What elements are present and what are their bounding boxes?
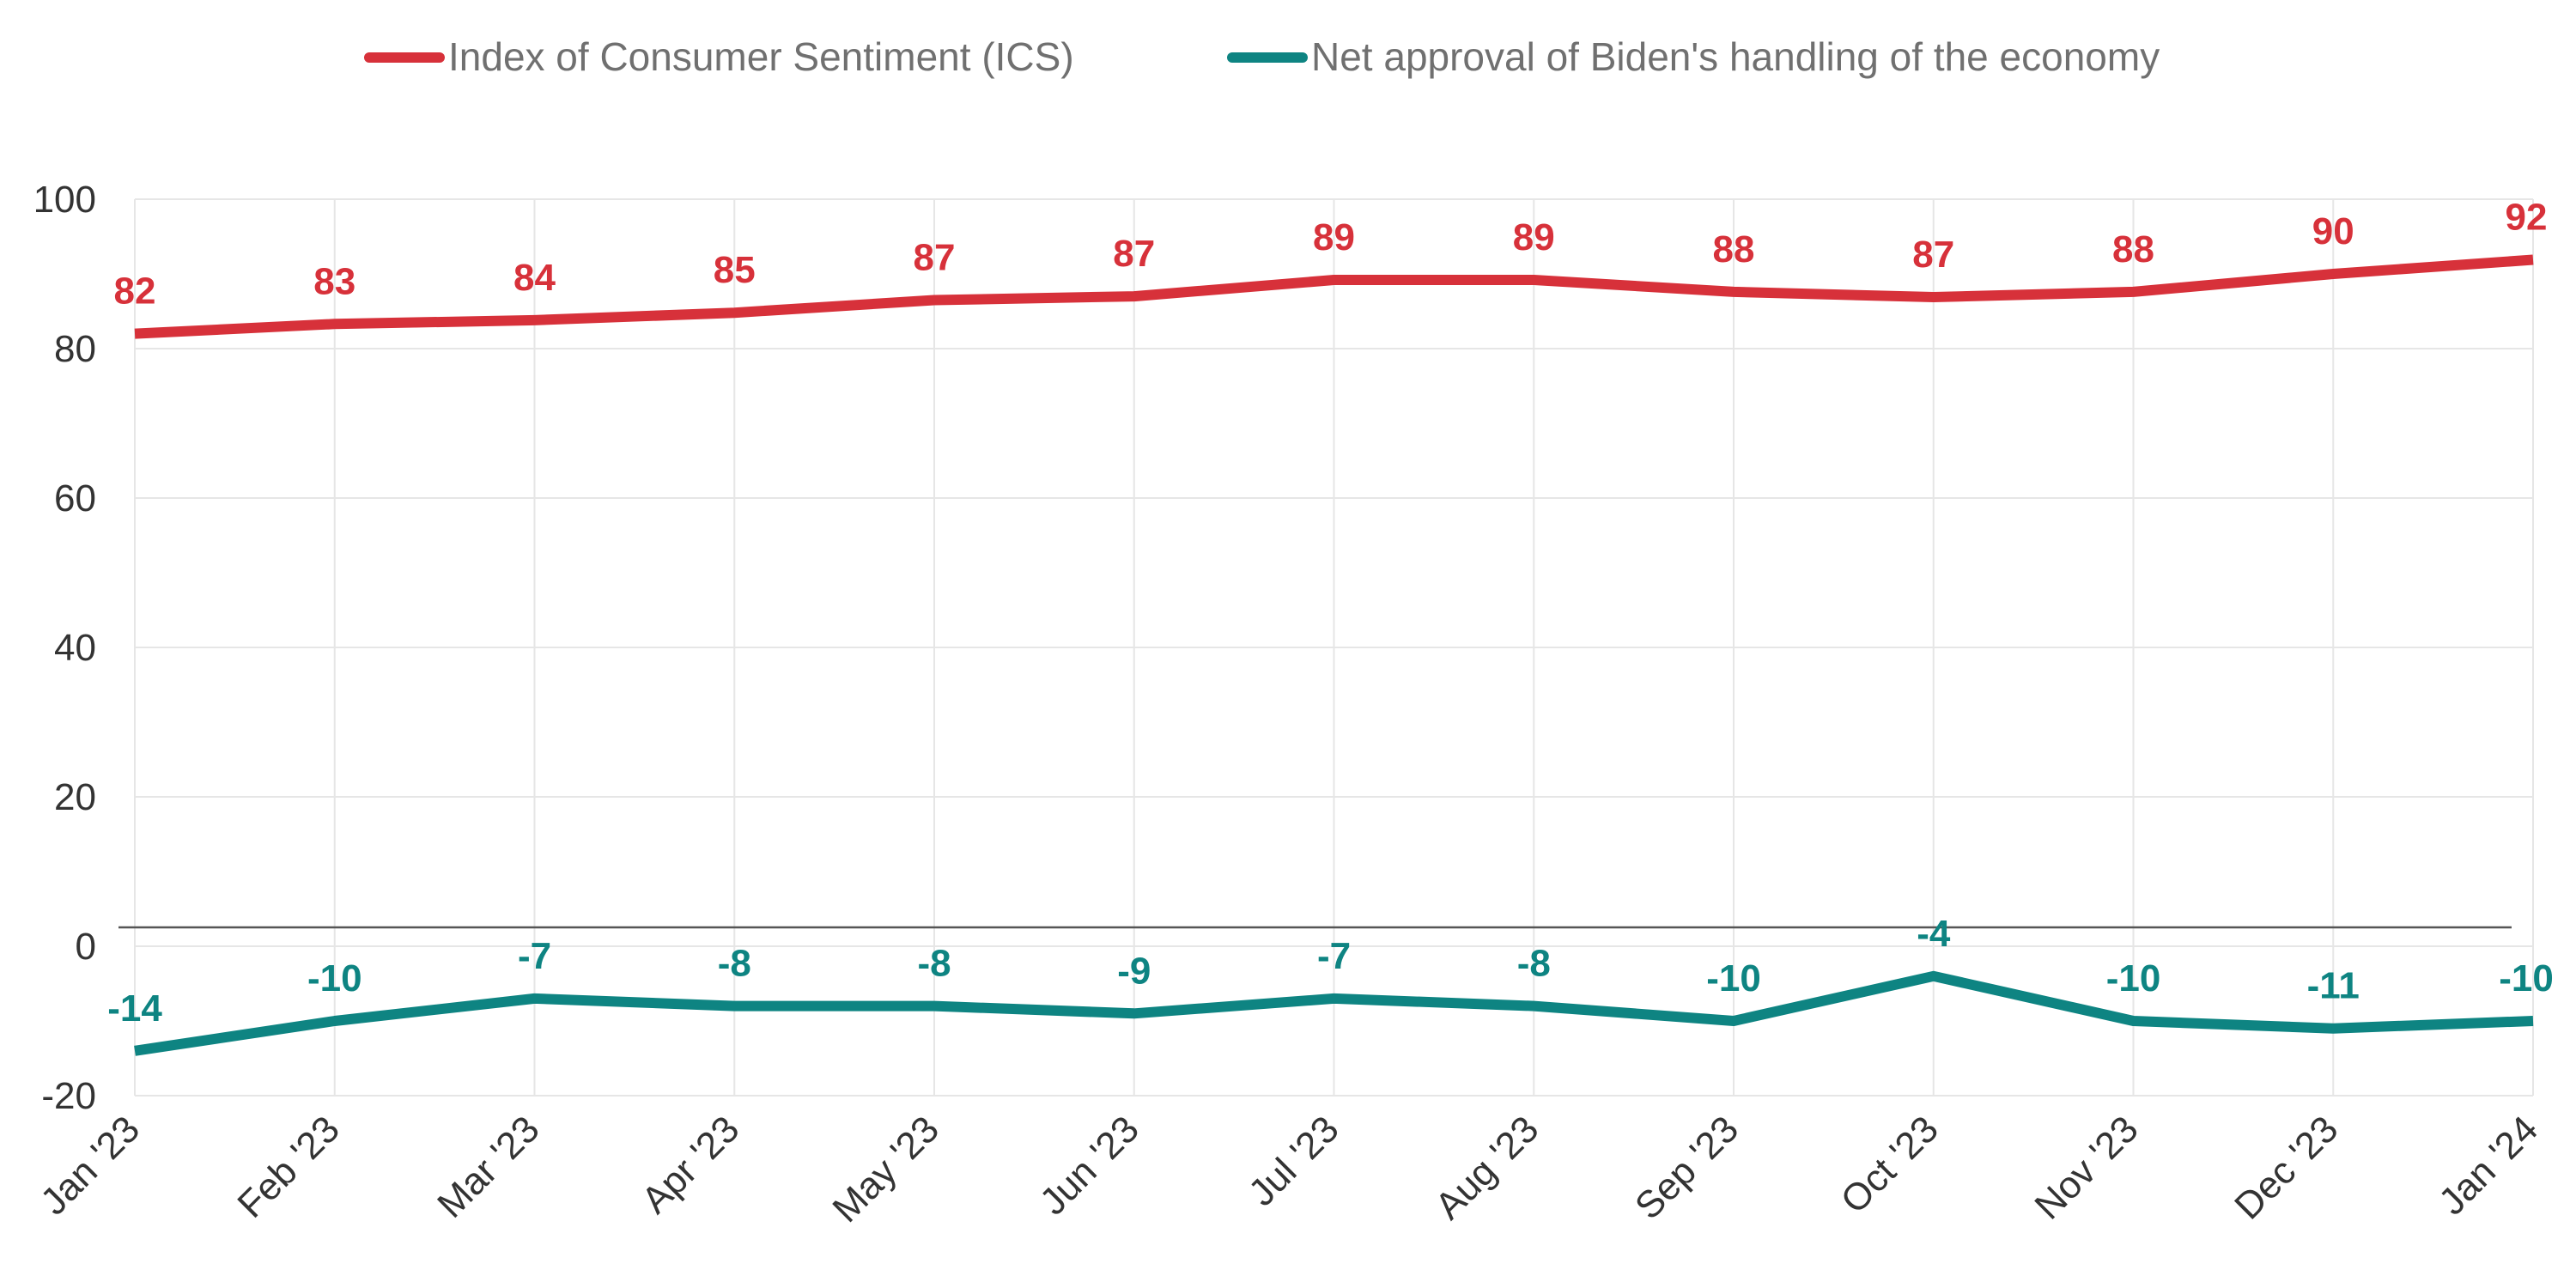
data-label-s0-11: 90: [2312, 210, 2354, 252]
series-line-1: [134, 970, 2534, 1056]
series-line-0: [134, 254, 2534, 339]
x-tick-label: Nov '23: [2026, 1108, 2146, 1227]
x-tick-label: Jan '23: [33, 1108, 148, 1223]
data-label-s0-1: 83: [313, 260, 355, 302]
data-label-s0-10: 88: [2112, 228, 2154, 270]
grid: [118, 198, 2534, 1097]
data-label-s0-0: 82: [114, 270, 156, 313]
data-label-s0-4: 87: [914, 236, 956, 278]
data-label-s1-2: -7: [518, 935, 551, 977]
data-labels: 82 83 84 85 87 87 89 89 88 87 88 90 92 -14 -10 -7 -8 -8 -9…: [107, 196, 2554, 1029]
data-label-s1-3: -8: [718, 943, 751, 985]
x-tick-label: Feb '23: [229, 1108, 347, 1225]
data-label-s1-12: -10: [2499, 957, 2554, 999]
x-tick-label: Oct '23: [1833, 1108, 1947, 1221]
data-label-s1-1: -10: [307, 957, 362, 999]
data-label-s1-0: -14: [107, 987, 162, 1030]
x-tick-label: Sep '23: [1627, 1108, 1747, 1227]
y-axis-ticks: 100 80 60 40 20 0 -20: [33, 179, 96, 1117]
x-tick-label: Dec '23: [2227, 1108, 2346, 1227]
data-label-s0-12: 92: [2506, 196, 2548, 238]
data-label-s0-5: 87: [1113, 233, 1155, 275]
data-label-s0-2: 84: [513, 257, 556, 299]
data-label-s1-8: -10: [1706, 957, 1761, 999]
y-tick-label: 100: [33, 179, 96, 221]
x-tick-label: May '23: [824, 1108, 947, 1230]
y-tick-label: 40: [54, 627, 96, 669]
x-tick-label: Jul '23: [1241, 1108, 1347, 1214]
y-tick-label: 60: [54, 477, 96, 519]
data-label-s1-7: -8: [1517, 943, 1551, 985]
series-lines: [134, 254, 2534, 1056]
y-tick-label: -20: [41, 1075, 96, 1117]
y-tick-label: 20: [54, 776, 96, 818]
data-label-s0-7: 89: [1513, 216, 1555, 258]
x-tick-label: Jun '23: [1032, 1108, 1147, 1223]
legend-label-1: Net approval of Biden's handling of the …: [1311, 34, 2160, 79]
data-label-s1-10: -10: [2106, 957, 2161, 999]
x-tick-label: Apr '23: [634, 1108, 747, 1221]
data-label-s1-11: -11: [2307, 965, 2360, 1007]
data-label-s1-6: -7: [1317, 935, 1351, 977]
data-label-s1-9: -4: [1917, 913, 1951, 955]
data-label-s1-4: -8: [917, 943, 951, 985]
data-label-s0-3: 85: [714, 249, 756, 291]
data-label-s0-9: 87: [1912, 234, 1954, 276]
x-tick-label: Aug '23: [1427, 1108, 1546, 1227]
data-label-s1-5: -9: [1117, 950, 1151, 992]
data-label-s0-8: 88: [1713, 228, 1755, 270]
legend-label-0: Index of Consumer Sentiment (ICS): [448, 34, 1074, 79]
legend: Index of Consumer Sentiment (ICS) Net app…: [364, 34, 2160, 79]
x-axis-ticks: Jan '23 Feb '23 Mar '23 Apr '23 May '23 Jun '…: [33, 1108, 2546, 1230]
y-tick-label: 0: [76, 926, 96, 968]
x-tick-label: Mar '23: [429, 1108, 547, 1225]
x-tick-label: Jan '24: [2431, 1108, 2546, 1223]
y-tick-label: 80: [54, 328, 96, 370]
data-label-s0-6: 89: [1313, 216, 1355, 258]
